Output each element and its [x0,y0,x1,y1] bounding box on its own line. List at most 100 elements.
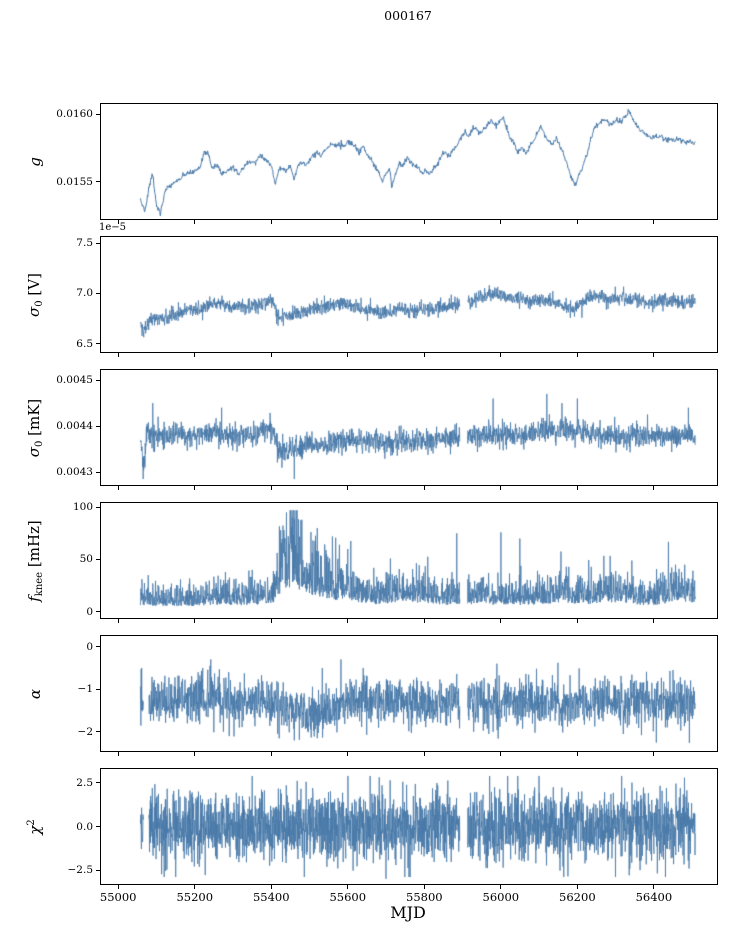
x-tick-mark [423,220,425,224]
x-tick-label: 56200 [559,890,596,904]
x-tick-mark [117,619,119,623]
x-axis-label: MJD [390,903,426,922]
y-tick-mark [96,471,100,473]
y-tick-label: −2 [77,725,93,738]
x-tick-mark [653,220,655,224]
y-axis-label-gain: g [26,156,44,167]
y-tick-label: 0 [86,640,93,653]
y-tick-mark [96,826,100,827]
panel-sigma0-volts: 6.5 7.0 7.5 1e−5 σ0 [V] [25,222,718,357]
y-tick-label: 6.5 [76,337,93,350]
x-tick-mark [576,885,578,889]
x-tick-mark [653,752,655,756]
x-tick-mark [347,752,349,756]
y-tick-label: 0.0 [76,820,93,833]
y-tick-mark [96,688,100,690]
panel-gain: 0.0155 0.0160 g [26,103,718,224]
x-tick-label: 55400 [252,890,290,904]
x-tick-mark [576,752,578,756]
x-tick-mark [117,220,119,224]
x-tick-mark [194,885,196,889]
x-tick-mark [576,486,578,490]
y-tick-mark [96,869,100,871]
x-tick-mark [117,752,119,756]
panel-f-knee: 0 50 100 fknee [mHz] [25,502,718,623]
x-tick-mark [194,353,196,357]
plot-canvas-chi-squared [101,769,717,884]
y-axis-label-alpha: α [26,688,44,699]
y-tick-mark [96,379,100,381]
x-tick-mark [576,353,578,357]
x-tick-mark [423,486,425,490]
x-tick-label: 55000 [99,890,137,904]
figure-title: 000167 [384,8,432,23]
plot-canvas-f-knee [101,503,717,618]
y-tick-label: 100 [72,500,93,513]
y-tick-mark [96,731,100,733]
x-tick-mark [347,220,349,224]
x-tick-mark [423,619,425,623]
x-tick-mark [500,353,502,357]
x-tick-mark [194,619,196,623]
x-tick-mark [117,486,119,490]
x-tick-mark [500,220,502,224]
x-tick-mark [270,752,272,756]
x-tick-mark [347,885,349,889]
plot-canvas-sigma0-millikelvin [101,370,717,485]
x-tick-mark [117,353,119,357]
x-tick-mark [270,619,272,623]
y-axis-label-sigma0-volts: σ0 [V] [25,272,45,317]
x-tick-mark [576,220,578,224]
x-tick-mark [653,885,655,889]
y-tick-mark [96,292,100,294]
y-tick-mark [96,558,100,560]
x-tick-mark [194,220,196,224]
x-tick-label: 55600 [329,890,367,904]
plot-canvas-gain [101,104,717,219]
y-tick-label: −1 [77,682,93,695]
y-tick-label: 7.0 [76,287,93,300]
x-tick-mark [347,619,349,623]
x-tick-mark [270,220,272,224]
x-tick-mark [347,486,349,490]
y-tick-label: 0.0155 [56,175,93,188]
x-tick-mark [423,885,425,889]
x-tick-mark [423,752,425,756]
y-tick-mark [96,425,100,427]
x-tick-mark [653,486,655,490]
plot-canvas-sigma0-volts [101,237,717,352]
y-tick-mark [96,181,100,183]
y-tick-label: 0.0045 [56,373,93,386]
x-tick-mark [423,353,425,357]
y-axis-label-f-knee: fknee [mHz] [25,519,45,602]
x-tick-mark [270,353,272,357]
y-tick-label: 0.0160 [56,107,93,120]
y-tick-label: 0.0043 [56,465,93,478]
y-tick-label: 7.5 [76,236,93,249]
y-tick-label: 2.5 [76,776,93,789]
x-tick-mark [347,353,349,357]
x-tick-mark [117,885,119,889]
x-tick-mark [653,619,655,623]
y-tick-mark [96,242,100,244]
y-tick-mark [96,611,100,613]
y-tick-mark [96,782,100,784]
x-tick-mark [270,486,272,490]
y-tick-label: 50 [79,553,93,566]
x-tick-mark [194,486,196,490]
x-tick-mark [653,353,655,357]
panel-alpha: 0 −1 −2 α [26,635,718,756]
panel-chi-squared: 2.5 0.0 −2.5 55000 55200 55400 55600 55800 56000… [26,768,718,903]
y-tick-mark [96,113,100,115]
x-tick-label: 56000 [482,890,520,904]
x-tick-mark [576,619,578,623]
x-tick-label: 55800 [406,890,443,904]
y-tick-mark [96,646,100,648]
x-tick-mark [500,752,502,756]
x-tick-label: 55200 [176,890,214,904]
x-tick-mark [500,885,502,889]
x-tick-mark [194,752,196,756]
y-tick-label: 0.0044 [56,419,93,432]
x-tick-mark [500,619,502,623]
